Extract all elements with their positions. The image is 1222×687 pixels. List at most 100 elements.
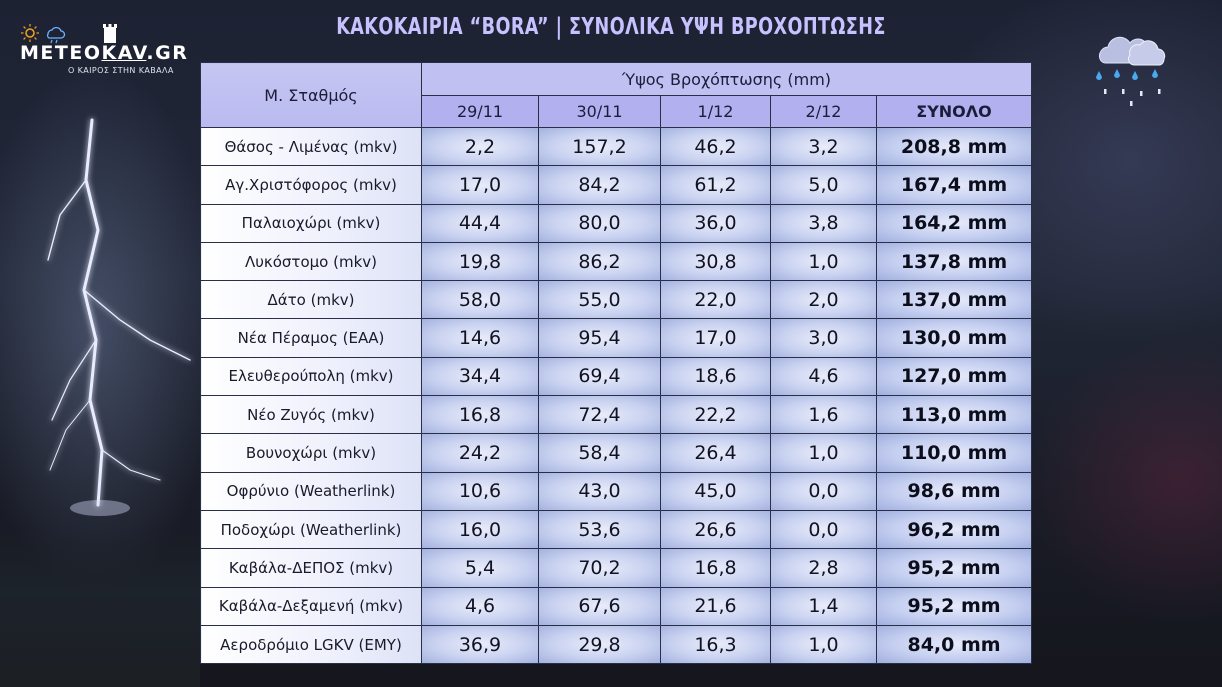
station-name: Νέα Πέραμος (ΕΑΑ)	[200, 318, 422, 358]
rain-value: 26,6	[660, 509, 771, 550]
brand-name-part1: METEO	[20, 42, 102, 64]
rain-value: 4,6	[770, 356, 877, 397]
station-name: Ελευθερούπολη (mkv)	[200, 356, 422, 397]
rain-value: 84,2	[538, 165, 661, 205]
station-name: Λυκόστομο (mkv)	[200, 241, 422, 282]
rain-value: 69,4	[538, 356, 661, 397]
table-row: Αεροδρόμιο LGKV (ΕΜΥ) 36,9 29,8 16,3 1,0…	[200, 624, 1033, 665]
station-name: Νέο Ζυγός (mkv)	[200, 395, 422, 435]
rain-value: 1,0	[770, 433, 877, 473]
rain-value: 2,2	[421, 126, 539, 167]
rain-value: 22,0	[660, 280, 771, 320]
station-name: Καβάλα-Δεξαμενή (mkv)	[200, 586, 422, 626]
rain-value: 46,2	[660, 126, 771, 167]
rain-value: 0,0	[770, 471, 877, 511]
rain-value: 14,6	[421, 318, 539, 358]
rain-total: 130,0 mm	[875, 318, 1033, 358]
rain-value: 1,6	[770, 395, 877, 435]
rain-value: 86,2	[538, 241, 661, 282]
rain-total: 127,0 mm	[875, 356, 1033, 397]
table-row: Καβάλα-Δεξαμενή (mkv) 4,6 67,6 21,6 1,4 …	[200, 586, 1033, 626]
rain-total: 96,2 mm	[875, 509, 1033, 550]
rain-value: 34,4	[421, 356, 539, 397]
day-header: 29/11	[421, 95, 539, 128]
rain-value: 67,6	[538, 586, 661, 626]
station-name: Καβάλα-ΔΕΠΟΣ (mkv)	[200, 548, 422, 588]
table-row: Δάτο (mkv) 58,0 55,0 22,0 2,0 137,0 mm	[200, 280, 1033, 320]
rain-value: 58,4	[538, 433, 661, 473]
table-row: Παλαιοχώρι (mkv) 44,4 80,0 36,0 3,8 164,…	[200, 203, 1033, 243]
rain-value: 16,0	[421, 509, 539, 550]
castle-icon	[103, 24, 117, 43]
rain-value: 5,4	[421, 548, 539, 588]
rain-value: 30,8	[660, 241, 771, 282]
rain-value: 55,0	[538, 280, 661, 320]
rain-total: 95,2 mm	[875, 548, 1033, 588]
table-row: Νέα Πέραμος (ΕΑΑ) 14,6 95,4 17,0 3,0 130…	[200, 318, 1033, 358]
brand-tagline: Ο ΚΑΙΡΟΣ ΣΤΗΝ ΚΑΒΑΛΑ	[68, 66, 174, 75]
rain-value: 36,0	[660, 203, 771, 243]
rain-value: 43,0	[538, 471, 661, 511]
rain-value: 1,4	[770, 586, 877, 626]
rain-total: 164,2 mm	[875, 203, 1033, 243]
rain-value: 36,9	[421, 624, 539, 665]
table-row: Λυκόστομο (mkv) 19,8 86,2 30,8 1,0 137,8…	[200, 241, 1033, 282]
rain-value: 157,2	[538, 126, 661, 167]
rain-total: 137,8 mm	[875, 241, 1033, 282]
rain-total: 84,0 mm	[875, 624, 1033, 665]
table-row: Οφρύνιο (Weatherlink) 10,6 43,0 45,0 0,0…	[200, 471, 1033, 511]
logo-icons	[21, 24, 117, 44]
rain-value: 3,0	[770, 318, 877, 358]
rain-value: 19,8	[421, 241, 539, 282]
station-name: Ποδοχώρι (Weatherlink)	[200, 509, 422, 550]
rain-value: 1,0	[770, 624, 877, 665]
rain-total: 208,8 mm	[875, 126, 1033, 167]
station-name: Βουνοχώρι (mkv)	[200, 433, 422, 473]
total-header: ΣΥΝΟΛΟ	[875, 95, 1033, 128]
rain-value: 16,8	[660, 548, 771, 588]
rain-cloud-icon	[46, 26, 66, 44]
rain-total: 110,0 mm	[875, 433, 1033, 473]
rain-total: 113,0 mm	[875, 395, 1033, 435]
rain-value: 3,2	[770, 126, 877, 167]
rain-value: 22,2	[660, 395, 771, 435]
table-row: Νέο Ζυγός (mkv) 16,8 72,4 22,2 1,6 113,0…	[200, 395, 1033, 435]
rain-cloud-icon	[1096, 36, 1166, 106]
rain-value: 17,0	[660, 318, 771, 358]
rain-total: 98,6 mm	[875, 471, 1033, 511]
rain-value: 95,4	[538, 318, 661, 358]
sun-icon	[21, 24, 39, 42]
rain-value: 0,0	[770, 509, 877, 550]
page-title: ΚΑΚΟΚΑΙΡΙΑ “BORA” | ΣΥΝΟΛΙΚΑ ΥΨΗ ΒΡΟΧΟΠΤ…	[336, 14, 886, 40]
table-row: Βουνοχώρι (mkv) 24,2 58,4 26,4 1,0 110,0…	[200, 433, 1033, 473]
rain-value: 24,2	[421, 433, 539, 473]
station-column-header: Μ. Σταθμός	[200, 62, 422, 128]
rain-value: 45,0	[660, 471, 771, 511]
brand-logo: METEOKAV.GR Ο ΚΑΙΡΟΣ ΣΤΗΝ ΚΑΒΑΛΑ	[20, 22, 190, 82]
brand-name: METEOKAV.GR	[20, 42, 188, 64]
rain-value: 58,0	[421, 280, 539, 320]
rain-value: 80,0	[538, 203, 661, 243]
rainfall-table: Μ. Σταθμός Ύψος Βροχόπτωσης (mm) 29/11 3…	[200, 62, 1033, 665]
table-row: Ελευθερούπολη (mkv) 34,4 69,4 18,6 4,6 1…	[200, 356, 1033, 397]
rain-value: 10,6	[421, 471, 539, 511]
station-name: Θάσος - Λιμένας (mkv)	[200, 126, 422, 167]
rain-value: 53,6	[538, 509, 661, 550]
station-name: Δάτο (mkv)	[200, 280, 422, 320]
brand-name-part3: .GR	[146, 42, 189, 64]
day-header: 1/12	[660, 95, 771, 128]
rain-total: 167,4 mm	[875, 165, 1033, 205]
table-row: Αγ.Χριστόφορος (mkv) 17,0 84,2 61,2 5,0 …	[200, 165, 1033, 205]
rain-value: 72,4	[538, 395, 661, 435]
rain-value: 1,0	[770, 241, 877, 282]
rain-value: 26,4	[660, 433, 771, 473]
rain-value: 2,0	[770, 280, 877, 320]
brand-name-part2: KAV	[101, 42, 147, 64]
rain-value: 5,0	[770, 165, 877, 205]
ground-shadow	[0, 527, 200, 687]
rain-value: 3,8	[770, 203, 877, 243]
rain-total: 137,0 mm	[875, 280, 1033, 320]
rain-value: 29,8	[538, 624, 661, 665]
rain-value: 4,6	[421, 586, 539, 626]
station-name: Παλαιοχώρι (mkv)	[200, 203, 422, 243]
